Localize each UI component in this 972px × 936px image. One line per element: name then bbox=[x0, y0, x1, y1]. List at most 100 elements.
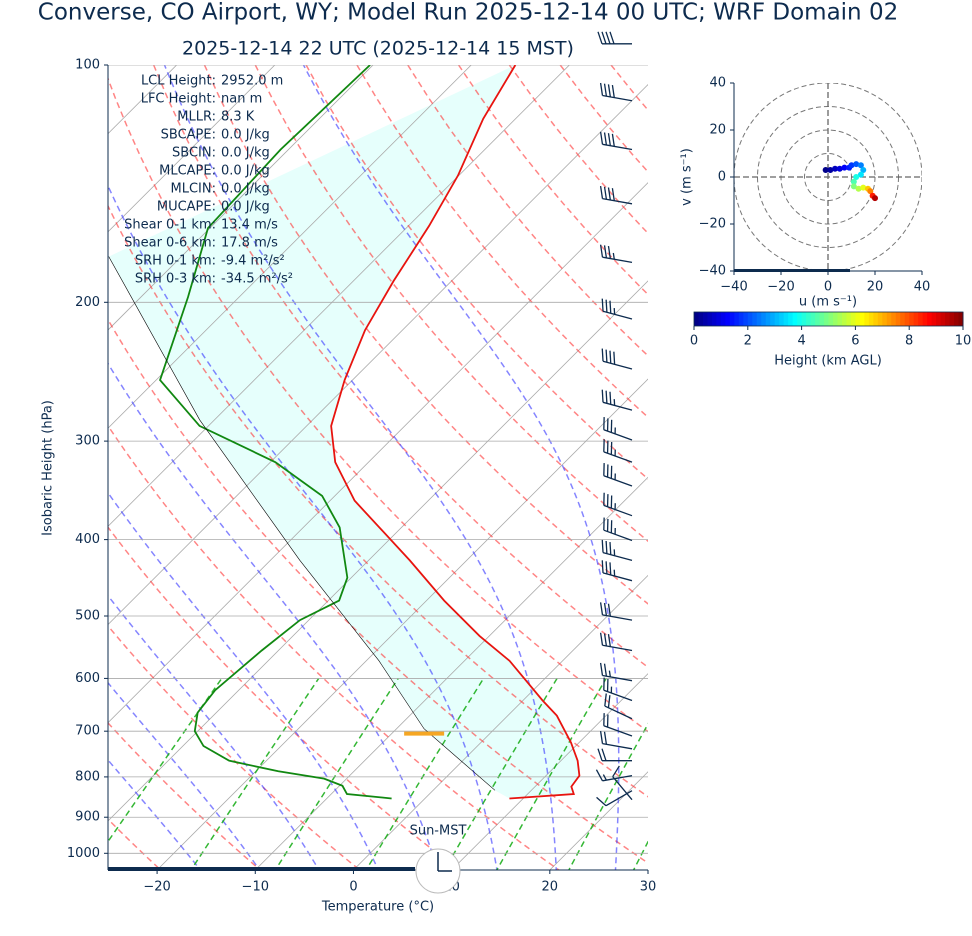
barb-stroke bbox=[612, 776, 633, 801]
barb-stroke bbox=[602, 256, 633, 264]
dry-adiabat bbox=[559, 65, 648, 173]
barb-stroke bbox=[611, 188, 615, 201]
wind-barb bbox=[599, 131, 633, 151]
colorbar-cell bbox=[810, 312, 816, 326]
profile-line bbox=[330, 65, 581, 800]
colorbar-label: Height (km AGL) bbox=[774, 354, 882, 369]
hodo-point bbox=[855, 185, 862, 192]
stat-value: 0.0 J/kg bbox=[221, 146, 270, 161]
colorbar-cell bbox=[913, 312, 919, 326]
dry-adiabat bbox=[254, 65, 648, 543]
wind-barb bbox=[603, 492, 633, 517]
barb-stroke bbox=[599, 632, 604, 646]
barb-stroke bbox=[603, 132, 608, 146]
colorbar-cell bbox=[828, 312, 834, 326]
stat-value: -9.4 m²/s² bbox=[221, 254, 285, 269]
overlay: 1002003004005006007008009001000−20−10010… bbox=[41, 31, 656, 915]
colorbar-cell bbox=[855, 312, 861, 326]
colorbar-tick-label: 0 bbox=[690, 334, 698, 349]
y-tick-label: 600 bbox=[75, 671, 100, 686]
barb-stroke bbox=[601, 348, 604, 362]
barb-stroke bbox=[602, 310, 633, 320]
clock-label: Sun-MST bbox=[410, 824, 467, 839]
hodo-point bbox=[836, 165, 843, 172]
y-tick-label: 400 bbox=[75, 532, 100, 547]
isotherm bbox=[254, 476, 648, 870]
barb-stroke bbox=[603, 689, 633, 702]
barb-stroke bbox=[603, 504, 633, 517]
barb-stroke bbox=[607, 245, 611, 259]
hodo-point bbox=[872, 195, 878, 202]
colorbar-cell bbox=[738, 312, 744, 326]
hodo-point bbox=[853, 161, 860, 168]
y-tick-label: 100 bbox=[75, 58, 100, 73]
y-tick-label: 800 bbox=[75, 769, 100, 784]
stat-value: -34.5 m²/s² bbox=[221, 272, 293, 287]
stat-label: MLCIN: bbox=[171, 182, 216, 197]
wind-barb bbox=[601, 560, 633, 582]
x-tick-label: 0 bbox=[349, 880, 357, 895]
colorbar-cell bbox=[716, 312, 722, 326]
barb-stroke bbox=[612, 765, 620, 778]
colorbar-cell bbox=[774, 312, 780, 326]
colorbar-cell bbox=[841, 312, 847, 326]
barb-stroke bbox=[603, 602, 608, 616]
dry-adiabat bbox=[108, 818, 162, 870]
wind-barb bbox=[603, 677, 633, 702]
barb-stroke bbox=[612, 252, 615, 260]
isotherm bbox=[549, 771, 648, 870]
colorbar-cell bbox=[815, 312, 821, 326]
y-tick-label: 0 bbox=[718, 170, 726, 185]
barb-stroke bbox=[599, 82, 604, 96]
isotherm bbox=[108, 65, 570, 527]
hodo-point bbox=[822, 166, 829, 173]
y-tick-label: 700 bbox=[75, 724, 100, 739]
dry-adiabat bbox=[305, 65, 648, 480]
colorbar-cell bbox=[824, 312, 829, 326]
colorbar-cell bbox=[940, 312, 946, 326]
stat-label: LCL Height: bbox=[141, 74, 216, 89]
colorbar-cell bbox=[868, 312, 874, 326]
barb-stroke bbox=[613, 351, 616, 365]
colorbar-cell bbox=[931, 312, 937, 326]
wind-barb bbox=[597, 31, 632, 45]
colorbar-cell bbox=[949, 312, 955, 326]
barb-stroke bbox=[603, 529, 633, 542]
colorbar-cell bbox=[783, 312, 789, 326]
wind-barb bbox=[603, 439, 633, 463]
dry-adiabat bbox=[108, 318, 648, 864]
y-tick-label: 200 bbox=[75, 295, 100, 310]
colorbar-cell bbox=[954, 312, 960, 326]
barb-stroke bbox=[599, 602, 604, 615]
wind-barb bbox=[599, 731, 633, 750]
y-tick-label: −40 bbox=[699, 264, 726, 279]
colorbar-tick-label: 2 bbox=[744, 334, 752, 349]
hodo-point bbox=[853, 174, 860, 180]
colorbar-cell bbox=[725, 312, 731, 326]
stat-label: SBCIN: bbox=[172, 146, 216, 161]
stat-label: Shear 0-6 km: bbox=[124, 236, 216, 251]
hodo-point bbox=[857, 162, 864, 169]
colorbar-cell bbox=[922, 312, 928, 326]
colorbar-cell bbox=[936, 312, 942, 326]
dry-adiabat bbox=[203, 65, 648, 605]
colorbar-cell bbox=[770, 312, 776, 326]
isotherm bbox=[352, 574, 648, 870]
dry-adiabat bbox=[356, 65, 648, 419]
colorbar-tick-label: 10 bbox=[955, 334, 972, 349]
x-tick-label: −20 bbox=[767, 280, 794, 295]
colorbar-cell bbox=[761, 312, 767, 326]
colorbar-cell bbox=[694, 312, 699, 326]
y-axis-label: v (m s⁻¹) bbox=[680, 148, 695, 206]
dry-adiabat bbox=[662, 65, 972, 873]
barb-stroke bbox=[601, 560, 604, 573]
wind-barb bbox=[601, 348, 633, 370]
isotherm bbox=[156, 378, 648, 870]
hodo-point bbox=[850, 183, 857, 190]
stat-label: Shear 0-1 km: bbox=[124, 218, 216, 233]
stat-value: 0.0 J/kg bbox=[221, 164, 270, 179]
barb-stroke bbox=[599, 185, 604, 199]
x-tick-label: 20 bbox=[867, 280, 884, 295]
barb-stroke bbox=[608, 670, 611, 677]
